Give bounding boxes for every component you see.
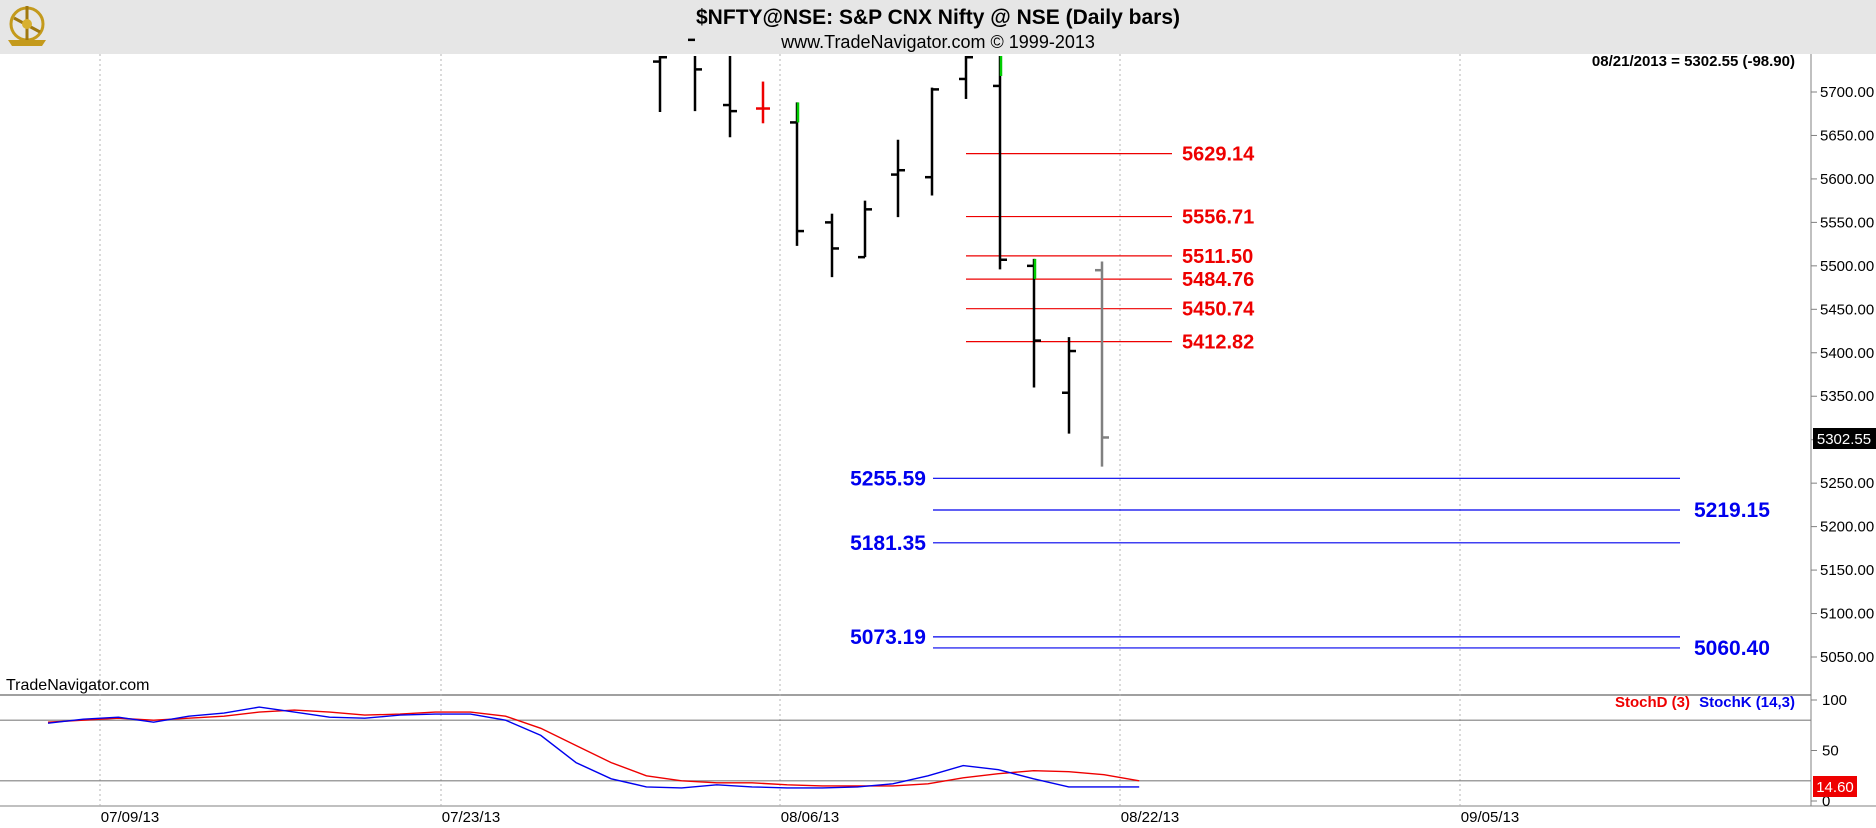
stochastic-series-line <box>47 709 1140 787</box>
x-tick-label: 07/09/13 <box>101 809 159 826</box>
resistance-label: 5450.74 <box>1182 299 1255 321</box>
grid-lines <box>99 54 1461 806</box>
y-tick-label: 5450.00 <box>1820 301 1874 318</box>
price-bars <box>653 38 1109 467</box>
y-tick-label: 5200.00 <box>1820 519 1874 536</box>
stochastic-series-line <box>47 706 1140 789</box>
watermark: TradeNavigator.com <box>6 677 149 694</box>
support-label: 5255.59 <box>850 467 926 490</box>
y-tick-label: 5400.00 <box>1820 345 1874 362</box>
y-tick-label: 5250.00 <box>1820 475 1874 492</box>
legend-stoch-d: StochD (3) <box>1615 694 1690 711</box>
support-label: 5181.35 <box>850 532 926 555</box>
last-stoch-label: 14.60 <box>1816 779 1854 796</box>
resistance-label: 5412.82 <box>1182 332 1254 354</box>
y-tick-label: 5600.00 <box>1820 171 1874 188</box>
y-tick-label: 5100.00 <box>1820 606 1874 623</box>
support-label: 5073.19 <box>850 626 926 649</box>
resistance-label: 5511.50 <box>1182 246 1253 268</box>
info-label: 08/21/2013 = 5302.55 (-98.90) <box>1592 53 1795 70</box>
support-label: 5060.40 <box>1694 637 1770 660</box>
price-panel <box>0 54 1811 695</box>
y-tick-label: 5650.00 <box>1820 127 1874 144</box>
last-stoch-box <box>1813 776 1857 797</box>
x-tick-label: 07/23/13 <box>442 809 500 826</box>
stoch-y-tick-label: 100 <box>1822 692 1847 709</box>
last-price-label: 5302.55 <box>1817 431 1871 448</box>
x-tick-label: 08/22/13 <box>1121 809 1179 826</box>
last-price-box <box>1813 428 1876 449</box>
y-tick-label: 5350.00 <box>1820 388 1874 405</box>
header-band <box>0 0 1876 54</box>
y-tick-label: 5150.00 <box>1820 562 1874 579</box>
stoch-y-tick-label: 50 <box>1822 743 1839 760</box>
axis-labels: 07/09/13 07/23/13 08/06/13 08/22/13 09/05/13… <box>101 84 1874 826</box>
resistance-label: 5484.76 <box>1182 269 1254 291</box>
chart-title: $NFTY@NSE: S&P CNX Nifty @ NSE (Daily ba… <box>696 6 1180 29</box>
x-tick-label: 08/06/13 <box>781 809 839 826</box>
stochastic-lines <box>47 706 1140 789</box>
y-tick-label: 5700.00 <box>1820 84 1874 101</box>
stoch-y-tick-label: 0 <box>1822 793 1830 810</box>
chart-subtitle: www.TradeNavigator.com © 1999-2013 <box>780 32 1095 52</box>
sextant-logo-icon <box>8 6 46 46</box>
x-tick-label: 09/05/13 <box>1461 809 1519 826</box>
legend-stoch-k: StochK (14,3) <box>1699 694 1795 711</box>
y-tick-label: 5550.00 <box>1820 214 1874 231</box>
y-tick-label: 5050.00 <box>1820 649 1874 666</box>
resistance-label: 5556.71 <box>1182 207 1254 229</box>
y-tick-label: 5500.00 <box>1820 258 1874 275</box>
resistance-label: 5629.14 <box>1182 144 1255 166</box>
support-label: 5219.15 <box>1694 499 1770 522</box>
